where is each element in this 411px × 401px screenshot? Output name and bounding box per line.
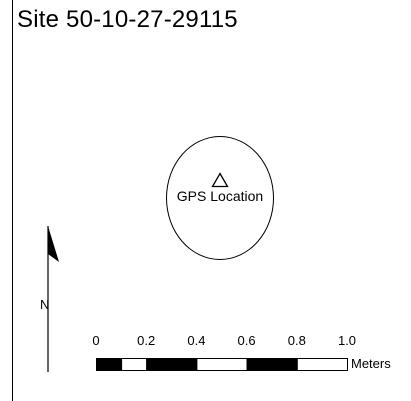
site-title: Site 50-10-27-29115	[17, 6, 238, 33]
scale-tick-label: 0.6	[237, 333, 256, 348]
scale-tick-label: 0	[92, 333, 100, 348]
scale-segment-4	[246, 358, 298, 371]
north-label: N	[40, 297, 50, 312]
scale-segment-0	[96, 358, 123, 371]
map-frame-border	[12, 0, 13, 401]
scale-tick-label: 0.2	[137, 333, 156, 348]
gps-location-label: GPS Location	[176, 188, 264, 204]
site-boundary-ellipse	[166, 136, 274, 260]
scale-segment-5	[296, 358, 348, 371]
scale-unit-label: Meters	[351, 356, 391, 371]
scale-segment-2	[146, 358, 198, 371]
scale-segment-1	[121, 358, 148, 371]
scale-segment-3	[196, 358, 248, 371]
north-arrow-icon	[47, 226, 59, 372]
scale-tick-label: 0.4	[187, 333, 206, 348]
scale-tick-label: 1.0	[337, 333, 357, 348]
scale-bar	[96, 358, 348, 371]
triangle-marker-icon	[211, 172, 229, 188]
scale-tick-label: 0.8	[287, 333, 306, 348]
